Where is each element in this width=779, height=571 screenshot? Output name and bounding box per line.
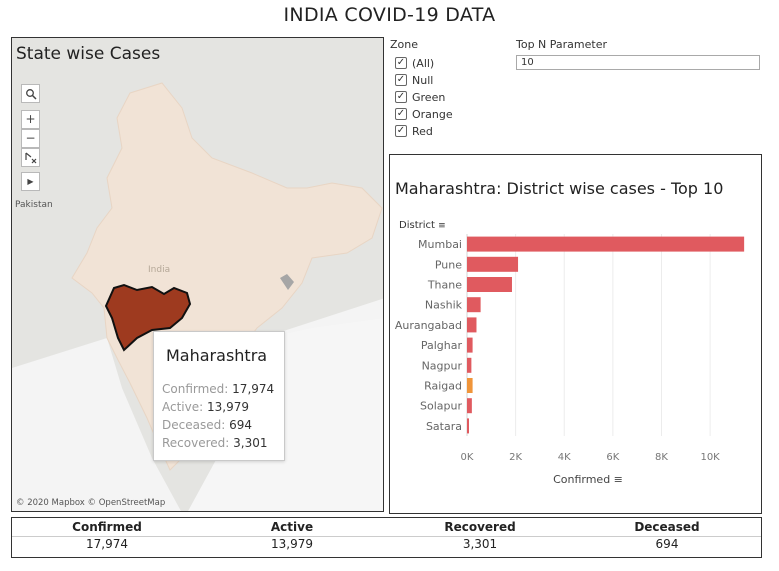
tooltip-state-name: Maharashtra (166, 346, 268, 365)
tooltip-active-value: 13,979 (207, 400, 249, 414)
x-tick-label: 8K (655, 452, 668, 463)
india-label: India (148, 265, 171, 275)
zoom-in-button[interactable]: + (21, 110, 40, 129)
district-label[interactable]: Raigad (424, 380, 462, 393)
zone-filter-label: Zone (390, 38, 419, 51)
summary-col-active: Active 13,979 (212, 518, 372, 551)
district-bar[interactable] (467, 357, 472, 373)
district-bar[interactable] (467, 418, 469, 434)
district-header-label: District (399, 220, 435, 231)
tooltip-recovered-value: 3,301 (233, 436, 268, 450)
zone-option-label: Green (412, 91, 446, 104)
tooltip-recovered-label: Recovered: (162, 436, 230, 450)
summary-header: Recovered (444, 520, 516, 534)
summary-col-recovered: Recovered 3,301 (400, 518, 560, 551)
map-expand-button[interactable]: ▶ (21, 172, 40, 191)
district-label[interactable]: Pune (435, 258, 462, 271)
zone-checkbox-green[interactable]: ✓ (395, 91, 407, 103)
district-label[interactable]: Satara (426, 420, 462, 433)
summary-table: Confirmed 17,974 Active 13,979 Recovered… (11, 517, 762, 558)
x-tick-label: 6K (606, 452, 619, 463)
x-tick-label: 2K (509, 452, 522, 463)
map-title: State wise Cases (16, 44, 161, 64)
zone-option-label: (All) (412, 57, 435, 70)
x-tick-label: 10K (700, 452, 720, 463)
eastern-state-shape (280, 274, 294, 290)
district-bar-chart[interactable]: 0K 2K 4K 6K 8K 10K Mumbai Pune Thane Nashik Aurang… (390, 155, 763, 515)
zone-checkbox-red[interactable]: ✓ (395, 125, 407, 137)
map-attribution[interactable]: © 2020 Mapbox © OpenStreetMap (16, 498, 166, 508)
tooltip-deceased-label: Deceased: (162, 418, 226, 432)
map-select-tool-button[interactable] (21, 148, 40, 167)
district-bar[interactable] (467, 337, 473, 353)
search-icon (25, 89, 37, 100)
tooltip-confirmed-value: 17,974 (232, 382, 275, 396)
topn-parameter-label: Top N Parameter (516, 38, 608, 51)
summary-value: 13,979 (271, 537, 313, 551)
topn-parameter-input[interactable]: 10 (516, 55, 760, 70)
district-label[interactable]: Palghar (421, 339, 463, 352)
x-axis-title[interactable]: Confirmed ≡ (553, 473, 623, 486)
india-map[interactable] (12, 38, 384, 512)
tooltip-active-row: Active: 13,979 (162, 400, 249, 414)
select-tool-icon (25, 152, 37, 164)
summary-value: 3,301 (462, 537, 498, 551)
state-map-panel[interactable]: State wise Cases Pakistan India + − ▶ Ma… (11, 37, 384, 512)
summary-header: Active (270, 520, 314, 534)
summary-col-deceased: Deceased 694 (587, 518, 747, 551)
district-bar[interactable] (467, 398, 472, 414)
zone-option-label: Null (412, 74, 434, 87)
map-search-button[interactable] (21, 84, 40, 103)
maharashtra-state-shape[interactable] (104, 283, 192, 352)
district-bar[interactable] (467, 277, 512, 292)
zone-option-label: Orange (412, 108, 453, 121)
district-bar[interactable] (467, 378, 473, 393)
tooltip-deceased-value: 694 (229, 418, 252, 432)
dashboard-title: INDIA COVID-19 DATA (283, 4, 496, 26)
x-tick-label: 0K (461, 452, 474, 463)
summary-col-confirmed: Confirmed 17,974 (27, 518, 187, 551)
tooltip-recovered-row: Recovered: 3,301 (162, 436, 268, 450)
summary-header: Confirmed (72, 520, 142, 534)
district-bar[interactable] (467, 256, 519, 272)
zone-checkbox-orange[interactable]: ✓ (395, 108, 407, 120)
summary-value: 694 (655, 537, 679, 551)
district-label[interactable]: Nagpur (422, 359, 463, 372)
zone-checkbox-all[interactable]: ✓ (395, 57, 407, 69)
tooltip-active-label: Active: (162, 400, 204, 414)
tooltip-confirmed-row: Confirmed: 17,974 (162, 382, 274, 396)
district-chart-panel: Maharashtra: District wise cases - Top 1… (389, 154, 762, 514)
tooltip-deceased-row: Deceased: 694 (162, 418, 252, 432)
pakistan-label: Pakistan (15, 200, 53, 210)
sort-icon[interactable]: ≡ (438, 221, 446, 231)
district-column-header[interactable]: District ≡ (399, 220, 446, 231)
tooltip-confirmed-label: Confirmed: (162, 382, 229, 396)
summary-value: 17,974 (86, 537, 128, 551)
district-label[interactable]: Solapur (420, 400, 462, 413)
district-label[interactable]: Mumbai (418, 238, 462, 251)
summary-divider (12, 536, 761, 537)
district-bar[interactable] (467, 236, 745, 252)
district-label[interactable]: Nashik (425, 299, 463, 312)
summary-header: Deceased (634, 520, 700, 534)
x-tick-label: 4K (558, 452, 571, 463)
district-bar[interactable] (467, 317, 477, 333)
zoom-out-button[interactable]: − (21, 129, 40, 148)
state-tooltip: Maharashtra Confirmed: 17,974 Active: 13… (153, 331, 285, 461)
zone-option-label: Red (412, 125, 433, 138)
chart-title: Maharashtra: District wise cases - Top 1… (395, 179, 724, 198)
district-label[interactable]: Thane (427, 279, 462, 292)
zone-checkbox-null[interactable]: ✓ (395, 74, 407, 86)
district-label[interactable]: Aurangabad (395, 319, 462, 332)
district-bar[interactable] (467, 297, 481, 313)
